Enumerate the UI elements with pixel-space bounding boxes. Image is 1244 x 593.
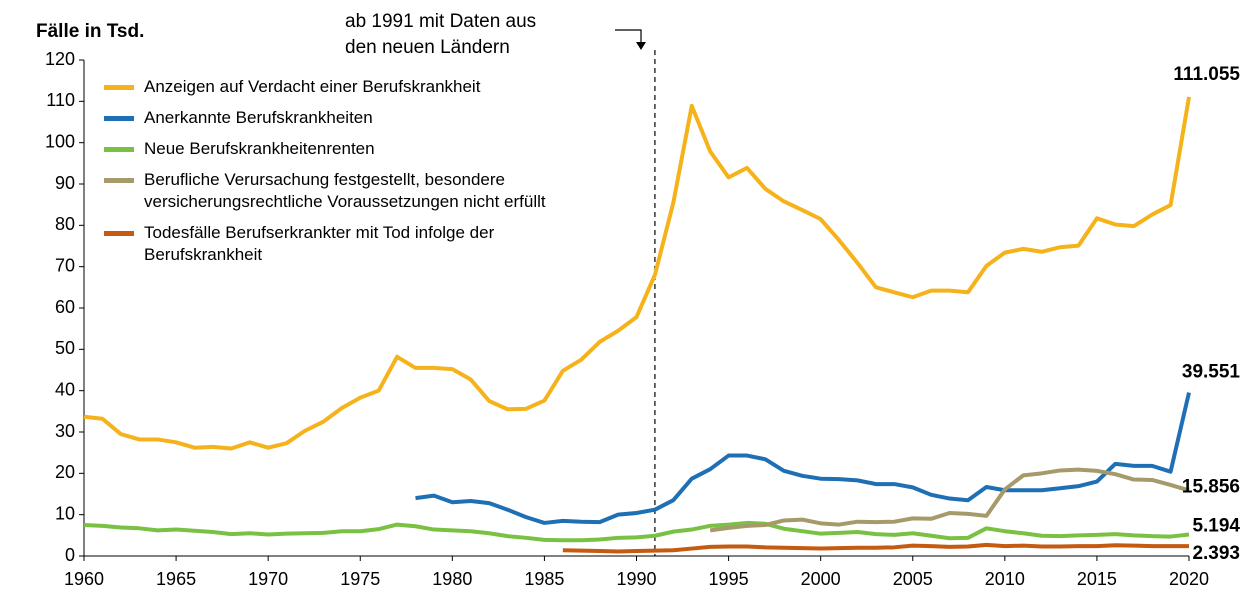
legend-label: Berufliche Verursachung festgestellt, be… (144, 170, 546, 211)
annotation-line: ab 1991 mit Daten aus (345, 11, 536, 32)
legend-label: Todesfälle Berufserkrankter mit Tod info… (144, 223, 495, 264)
y-tick-label: 90 (55, 173, 75, 193)
legend-item: Todesfälle Berufserkrankter mit Tod info… (100, 222, 560, 266)
legend-swatch (104, 231, 134, 236)
annotation-arrowhead (636, 42, 646, 50)
y-tick-label: 0 (65, 545, 75, 565)
x-tick-label: 2000 (801, 569, 841, 589)
legend-item: Anerkannte Berufskrankheiten (100, 107, 560, 129)
legend-swatch (104, 178, 134, 183)
y-axis-label: Fälle in Tsd. (36, 21, 144, 42)
legend-label: Neue Berufskrankheitenrenten (144, 139, 375, 158)
annotation-line: den neuen Ländern (345, 37, 510, 58)
y-tick-label: 10 (55, 503, 75, 523)
x-tick-label: 1975 (340, 569, 380, 589)
series-line (709, 467, 1190, 533)
series-line (562, 542, 1190, 554)
x-tick-label: 1980 (432, 569, 472, 589)
x-tick-label: 2015 (1077, 569, 1117, 589)
y-tick-label: 80 (55, 214, 75, 234)
legend-swatch (104, 147, 134, 152)
x-tick-label: 2005 (893, 569, 933, 589)
y-tick-label: 100 (45, 131, 75, 151)
x-tick-label: 1985 (524, 569, 564, 589)
y-tick-label: 30 (55, 421, 75, 441)
value-label: 39.551 (1182, 362, 1241, 383)
x-tick-label: 1990 (616, 569, 656, 589)
x-tick-label: 1995 (709, 569, 749, 589)
series-line (415, 392, 1191, 525)
y-tick-label: 60 (55, 297, 75, 317)
legend-swatch (104, 85, 134, 90)
x-tick-label: 1970 (248, 569, 288, 589)
value-label: 111.055 (1173, 64, 1240, 85)
value-label: 2.393 (1192, 543, 1240, 564)
legend-item: Neue Berufskrankheitenrenten (100, 138, 560, 160)
legend: Anzeigen auf Verdacht einer Berufskrankh… (100, 76, 560, 275)
series-line (83, 96, 1191, 451)
y-tick-label: 70 (55, 255, 75, 275)
legend-label: Anzeigen auf Verdacht einer Berufskrankh… (144, 77, 481, 96)
y-tick-label: 120 (45, 49, 75, 69)
legend-item: Berufliche Verursachung festgestellt, be… (100, 169, 560, 213)
legend-swatch (104, 116, 134, 121)
value-label: 15.856 (1182, 476, 1240, 497)
legend-label: Anerkannte Berufskrankheiten (144, 108, 373, 127)
y-tick-label: 40 (55, 379, 75, 399)
x-tick-label: 2010 (985, 569, 1025, 589)
y-tick-label: 110 (46, 90, 75, 110)
legend-item: Anzeigen auf Verdacht einer Berufskrankh… (100, 76, 560, 98)
x-tick-label: 1960 (64, 569, 104, 589)
value-label: 5.194 (1192, 516, 1240, 537)
x-tick-label: 2020 (1169, 569, 1209, 589)
series-line (83, 520, 1190, 543)
x-tick-label: 1965 (156, 569, 196, 589)
annotation-arrow (615, 29, 642, 46)
y-tick-label: 50 (55, 338, 75, 358)
y-tick-label: 20 (55, 462, 75, 482)
